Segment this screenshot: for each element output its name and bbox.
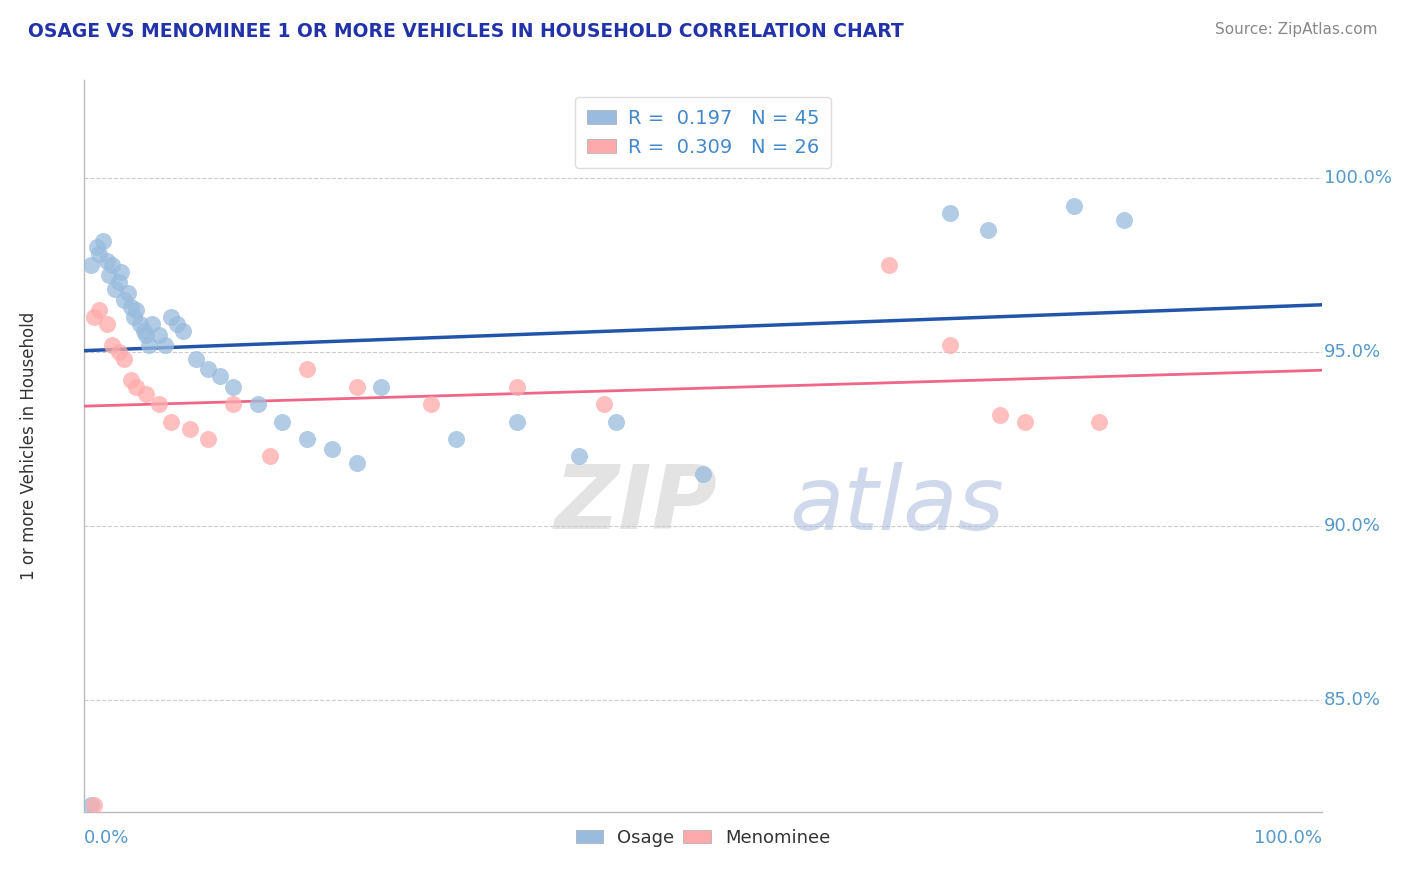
Point — [321, 442, 343, 457]
Point — [1063, 199, 1085, 213]
Point — [129, 317, 152, 331]
Point — [120, 373, 142, 387]
Text: 85.0%: 85.0% — [1324, 691, 1381, 709]
Text: ZIP: ZIP — [554, 461, 717, 548]
Point — [122, 310, 145, 325]
Point — [370, 380, 392, 394]
Text: Source: ZipAtlas.com: Source: ZipAtlas.com — [1215, 22, 1378, 37]
Point — [96, 254, 118, 268]
Point — [209, 369, 232, 384]
Point — [100, 338, 122, 352]
Point — [246, 397, 269, 411]
Point — [172, 324, 194, 338]
Point — [222, 397, 245, 411]
Point — [939, 338, 962, 352]
Point — [86, 240, 108, 254]
Text: OSAGE VS MENOMINEE 1 OR MORE VEHICLES IN HOUSEHOLD CORRELATION CHART: OSAGE VS MENOMINEE 1 OR MORE VEHICLES IN… — [28, 22, 904, 41]
Point — [79, 258, 101, 272]
Point — [117, 285, 139, 300]
Point — [939, 205, 962, 219]
Point — [295, 362, 318, 376]
Point — [692, 467, 714, 481]
Point — [100, 258, 122, 272]
Point — [91, 234, 114, 248]
Point — [1088, 415, 1111, 429]
Text: 90.0%: 90.0% — [1324, 517, 1381, 535]
Point — [506, 415, 529, 429]
Point — [1014, 415, 1036, 429]
Point — [184, 351, 207, 366]
Point — [138, 338, 160, 352]
Point — [98, 268, 121, 283]
Point — [988, 408, 1011, 422]
Point — [444, 432, 467, 446]
Point — [877, 258, 900, 272]
Point — [179, 421, 201, 435]
Point — [135, 386, 157, 401]
Point — [83, 797, 105, 812]
Point — [153, 338, 176, 352]
Point — [346, 457, 368, 471]
Point — [135, 327, 157, 342]
Point — [108, 275, 131, 289]
Point — [141, 317, 163, 331]
Point — [125, 380, 148, 394]
Point — [148, 327, 170, 342]
Point — [568, 450, 591, 464]
Point — [89, 247, 111, 261]
Point — [125, 303, 148, 318]
Point — [148, 397, 170, 411]
Point — [132, 324, 155, 338]
Point — [96, 317, 118, 331]
Point — [976, 223, 998, 237]
Point — [197, 362, 219, 376]
Text: 100.0%: 100.0% — [1324, 169, 1392, 186]
Text: atlas: atlas — [790, 461, 1004, 548]
Text: 1 or more Vehicles in Household: 1 or more Vehicles in Household — [20, 312, 38, 580]
Point — [160, 310, 183, 325]
Text: 100.0%: 100.0% — [1254, 830, 1322, 847]
Point — [160, 415, 183, 429]
Point — [166, 317, 188, 331]
Text: 0.0%: 0.0% — [84, 830, 129, 847]
Point — [295, 432, 318, 446]
Point — [222, 380, 245, 394]
Point — [259, 450, 281, 464]
Point — [605, 415, 627, 429]
Point — [419, 397, 441, 411]
Point — [506, 380, 529, 394]
Point — [593, 397, 616, 411]
Point — [112, 351, 135, 366]
Point — [108, 345, 131, 359]
Text: 95.0%: 95.0% — [1324, 343, 1381, 361]
Point — [110, 265, 132, 279]
Point — [83, 310, 105, 325]
Legend: Osage, Menominee: Osage, Menominee — [568, 822, 838, 854]
Point — [112, 293, 135, 307]
Point — [346, 380, 368, 394]
Point — [271, 415, 294, 429]
Point — [1112, 212, 1135, 227]
Point — [79, 797, 101, 812]
Point — [197, 432, 219, 446]
Point — [89, 303, 111, 318]
Point — [120, 300, 142, 314]
Point — [104, 282, 127, 296]
